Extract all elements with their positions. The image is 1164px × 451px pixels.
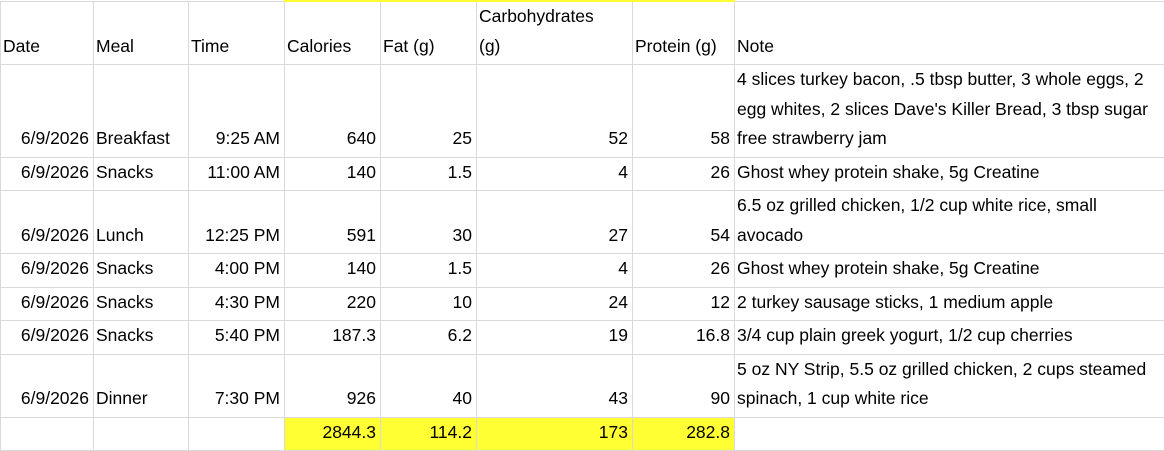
empty-cell: [735, 417, 1164, 451]
header-carbohydrates-text: Carbohydrates (g): [479, 2, 609, 61]
date-cell: 6/9/2026: [1, 191, 94, 254]
note-cell: Ghost whey protein shake, 5g Creatine: [735, 254, 1164, 288]
carbohydrates-cell: 43: [477, 354, 633, 417]
time-cell: 7:30 PM: [189, 354, 285, 417]
carbohydrates-cell: 24: [477, 287, 633, 321]
date-cell: 6/9/2026: [1, 157, 94, 191]
fat-cell: 10: [381, 287, 477, 321]
note-cell: 2 turkey sausage sticks, 1 medium apple: [735, 287, 1164, 321]
fat-cell: 1.5: [381, 254, 477, 288]
header-note: Note: [735, 1, 1164, 65]
header-calories: Calories: [285, 1, 381, 65]
protein-cell: 26: [633, 157, 735, 191]
header-fat: Fat (g): [381, 1, 477, 65]
empty-cell: [94, 417, 189, 451]
calories-cell: 220: [285, 287, 381, 321]
note-cell: 3/4 cup plain greek yogurt, 1/2 cup cher…: [735, 321, 1164, 355]
time-cell: 11:00 AM: [189, 157, 285, 191]
protein-cell: 90: [633, 354, 735, 417]
protein-cell: 16.8: [633, 321, 735, 355]
calories-cell: 140: [285, 157, 381, 191]
time-cell: 4:00 PM: [189, 254, 285, 288]
meal-cell: Dinner: [94, 354, 189, 417]
header-date: Date: [1, 1, 94, 65]
total-protein: 282.8: [633, 417, 735, 451]
protein-cell: 58: [633, 65, 735, 158]
header-carbohydrates: Carbohydrates (g): [477, 1, 633, 65]
time-cell: 5:40 PM: [189, 321, 285, 355]
calories-cell: 187.3: [285, 321, 381, 355]
time-cell: 9:25 AM: [189, 65, 285, 158]
date-cell: 6/9/2026: [1, 65, 94, 158]
carbohydrates-cell: 27: [477, 191, 633, 254]
header-time: Time: [189, 1, 285, 65]
carbohydrates-cell: 52: [477, 65, 633, 158]
total-carbohydrates: 173: [477, 417, 633, 451]
fat-cell: 40: [381, 354, 477, 417]
carbohydrates-cell: 4: [477, 254, 633, 288]
empty-cell: [189, 417, 285, 451]
empty-cell: [1, 417, 94, 451]
time-cell: 4:30 PM: [189, 287, 285, 321]
calories-cell: 640: [285, 65, 381, 158]
protein-cell: 54: [633, 191, 735, 254]
note-cell: Ghost whey protein shake, 5g Creatine: [735, 157, 1164, 191]
fat-cell: 6.2: [381, 321, 477, 355]
calories-cell: 591: [285, 191, 381, 254]
total-calories: 2844.3: [285, 417, 381, 451]
meal-cell: Lunch: [94, 191, 189, 254]
date-cell: 6/9/2026: [1, 321, 94, 355]
carbohydrates-cell: 19: [477, 321, 633, 355]
protein-cell: 26: [633, 254, 735, 288]
date-cell: 6/9/2026: [1, 354, 94, 417]
fat-cell: 30: [381, 191, 477, 254]
date-cell: 6/9/2026: [1, 254, 94, 288]
calories-cell: 140: [285, 254, 381, 288]
page: {"table": { "header": ["Date", "Meal", "…: [0, 0, 1164, 415]
date-cell: 6/9/2026: [1, 287, 94, 321]
note-cell: 6.5 oz grilled chicken, 1/2 cup white ri…: [735, 191, 1164, 254]
header-meal: Meal: [94, 1, 189, 65]
time-cell: 12:25 PM: [189, 191, 285, 254]
fat-cell: 25: [381, 65, 477, 158]
note-cell: 4 slices turkey bacon, .5 tbsp butter, 3…: [735, 65, 1164, 158]
meal-cell: Snacks: [94, 287, 189, 321]
meal-cell: Snacks: [94, 254, 189, 288]
note-cell: 5 oz NY Strip, 5.5 oz grilled chicken, 2…: [735, 354, 1164, 417]
fat-cell: 1.5: [381, 157, 477, 191]
meal-cell: Snacks: [94, 321, 189, 355]
meal-cell: Breakfast: [94, 65, 189, 158]
protein-cell: 12: [633, 287, 735, 321]
calories-cell: 926: [285, 354, 381, 417]
meal-cell: Snacks: [94, 157, 189, 191]
header-protein: Protein (g): [633, 1, 735, 65]
carbohydrates-cell: 4: [477, 157, 633, 191]
total-fat: 114.2: [381, 417, 477, 451]
